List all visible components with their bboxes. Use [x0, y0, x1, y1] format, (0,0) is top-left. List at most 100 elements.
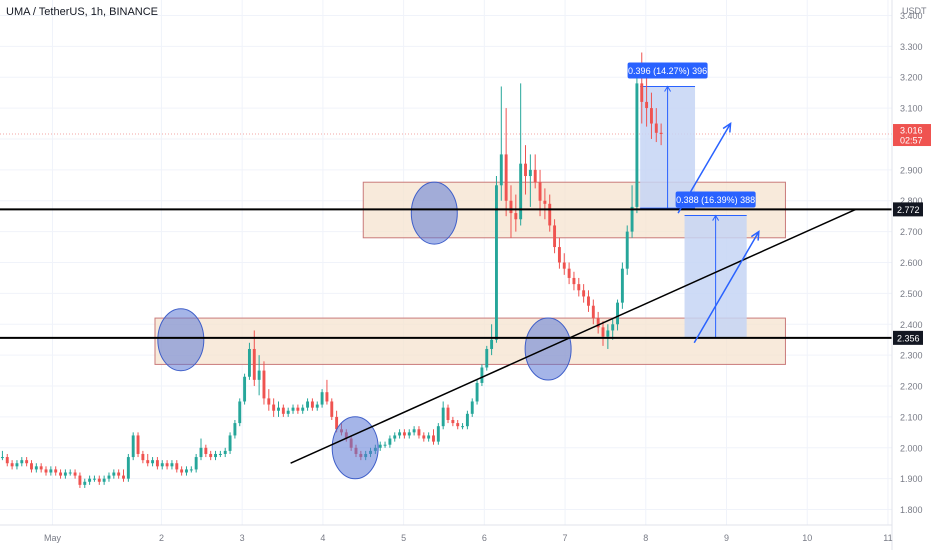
- grid: [0, 0, 892, 525]
- price-tick-label: 2.500: [900, 289, 923, 299]
- candle-body: [422, 435, 426, 439]
- price-tick-label: 3.400: [900, 11, 923, 21]
- time-tick-label: 7: [563, 533, 568, 543]
- candle-body: [92, 478, 96, 480]
- candle-body: [83, 481, 87, 485]
- candle-body: [432, 435, 435, 442]
- candle-body: [238, 401, 242, 424]
- candle-body: [611, 324, 615, 331]
- candle-body: [383, 444, 387, 446]
- candle-body: [214, 453, 217, 458]
- candle-body: [480, 367, 484, 383]
- candle-body: [659, 132, 663, 135]
- measure-label-bg: [675, 191, 756, 208]
- price-tick-label: 3.300: [900, 42, 923, 52]
- candle-body: [494, 185, 498, 340]
- candle-body: [68, 472, 72, 474]
- time-tick-label: 6: [482, 533, 487, 543]
- candle-body: [30, 463, 33, 470]
- time-tick-label: 3: [240, 533, 245, 543]
- time-tick-label: 9: [724, 533, 729, 543]
- candle-body: [54, 469, 58, 473]
- measure-label: 0.396 (14.27%) 396: [628, 66, 707, 76]
- price-tick-label: 3.100: [900, 104, 923, 114]
- candle-body: [606, 330, 610, 337]
- projection-arrow: [693, 231, 760, 344]
- candle-body: [88, 478, 92, 482]
- current-price-tag: [893, 124, 931, 147]
- candle-body: [528, 169, 532, 177]
- candle-body: [310, 401, 314, 408]
- candle-body: [175, 463, 179, 470]
- candle-body: [577, 284, 581, 291]
- candle-body: [267, 398, 271, 405]
- candle-body: [591, 305, 595, 319]
- candle-body: [398, 432, 402, 436]
- price-tick-label: 2.200: [900, 382, 923, 392]
- candle-body: [509, 200, 513, 214]
- candle-body: [335, 416, 339, 430]
- candle-body: [582, 290, 586, 297]
- level-tag: [893, 202, 923, 217]
- chart-title: UMA / TetherUS, 1h, BINANCE: [6, 6, 159, 18]
- candle-body: [490, 339, 494, 349]
- price-tick-label: 2.800: [900, 196, 923, 206]
- candle-body: [243, 376, 247, 402]
- candle-body: [180, 469, 184, 473]
- measure-arrowhead: [664, 85, 672, 92]
- candle-body: [567, 268, 571, 278]
- candle-body: [325, 392, 329, 402]
- candle-body: [281, 407, 285, 414]
- candle-body: [320, 392, 324, 405]
- price-tick-label: 1.800: [900, 505, 923, 515]
- time-tick-label: 10: [802, 533, 812, 543]
- candle-body: [131, 435, 135, 458]
- candle-body: [499, 154, 503, 186]
- candle-body: [0, 457, 4, 459]
- trendline: [290, 208, 856, 464]
- candle-body: [199, 447, 203, 458]
- trendline-group: [290, 208, 856, 464]
- candle-body: [257, 370, 261, 380]
- candle-body: [291, 407, 295, 411]
- price-tick-label: 1.900: [900, 474, 923, 484]
- candle-body: [635, 83, 639, 207]
- candle-body: [456, 423, 460, 427]
- candle-body: [97, 478, 101, 482]
- candle-body: [306, 401, 310, 408]
- candle-body: [286, 410, 290, 414]
- candle-body: [25, 460, 29, 464]
- candle-body: [645, 101, 649, 109]
- candle-body: [233, 423, 237, 436]
- highlight-circle: [524, 317, 572, 381]
- candle-body: [465, 413, 469, 427]
- candle-body: [587, 296, 590, 306]
- candle-body: [649, 108, 653, 124]
- candle-body: [15, 463, 19, 467]
- highlight-circle: [331, 416, 379, 480]
- candle-body: [151, 460, 155, 464]
- highlight-circles: [157, 181, 572, 480]
- time-tick-label: May: [44, 533, 62, 543]
- candle-body: [228, 435, 232, 451]
- candle-body: [204, 447, 208, 454]
- candle-body: [277, 407, 280, 411]
- candle-body: [155, 460, 159, 467]
- highlight-circle: [410, 181, 458, 245]
- measure-labels: 0.396 (14.27%) 396 0.388 (16.39%) 388: [627, 62, 756, 208]
- candle-body: [538, 182, 542, 201]
- measure-boxes: [640, 85, 747, 339]
- candle-body: [562, 262, 566, 269]
- candle-body: [160, 463, 164, 467]
- candle-body: [296, 407, 300, 411]
- time-tick-label: 4: [320, 533, 325, 543]
- candle-body: [10, 463, 14, 467]
- candle-body: [247, 348, 251, 377]
- candle-body: [553, 225, 557, 248]
- price-tick-label: 3.200: [900, 73, 923, 83]
- candle-body: [272, 404, 276, 411]
- candle-body: [126, 457, 130, 479]
- candle-body: [112, 472, 116, 476]
- candle-body: [451, 420, 455, 424]
